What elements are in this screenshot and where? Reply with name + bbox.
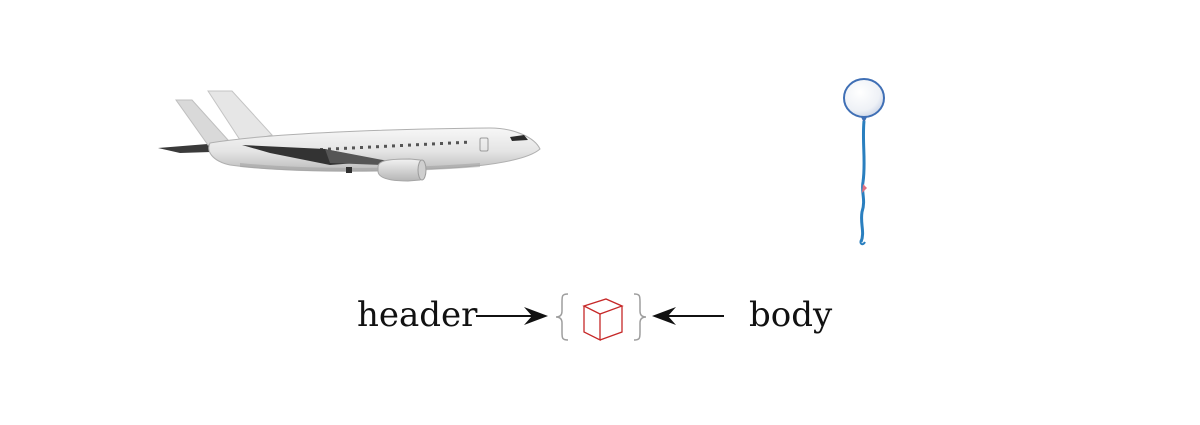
left-brace [555,293,569,341]
balloon-ribbon [859,120,866,243]
airplane-windows [320,140,467,151]
airplane-fin [207,90,273,144]
body-label: body [749,295,833,335]
arrow-left-icon [652,307,724,325]
packet-cube-icon [555,293,647,342]
arrow-right-icon [476,307,548,325]
header-label: header [357,295,478,335]
right-brace [633,293,647,341]
balloon-body [843,78,885,118]
airplane-fuselage [208,127,541,172]
airplane-icon [158,90,541,182]
balloon-icon [843,78,885,246]
cube [582,298,624,342]
